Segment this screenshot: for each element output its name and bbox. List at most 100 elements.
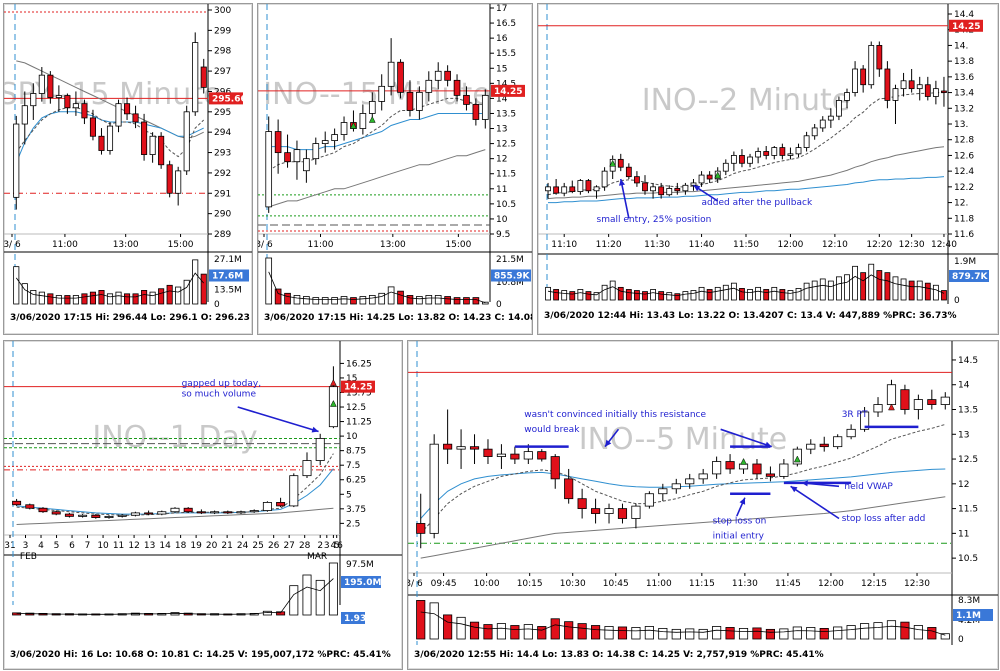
volume-axis-label: 0: [214, 300, 220, 310]
moving-average-line: [268, 113, 486, 151]
annotation-text: wasn't convinced initially this resistan…: [524, 410, 706, 420]
volume-bar: [192, 259, 199, 305]
volume-bar: [550, 618, 560, 640]
spy-15min-chart-panel[interactable]: SPY--15 Minute30029929829729629529429329…: [3, 3, 253, 335]
volume-bar: [81, 293, 88, 305]
y-tick-label: 12.6: [954, 151, 974, 161]
x-tick-label: 5: [54, 541, 60, 551]
volume-bar: [690, 290, 697, 301]
chart-watermark-title: INO--1 Day: [92, 420, 257, 455]
candle-body: [577, 180, 584, 192]
volume-bar: [650, 289, 656, 301]
volume-bar: [873, 622, 883, 640]
volume-axis-label: 27.1M: [214, 255, 242, 265]
candle-body: [429, 443, 439, 534]
candle-body: [860, 68, 867, 86]
volume-bar: [124, 293, 131, 305]
annotation-text: 3R PT: [842, 410, 868, 420]
volume-bar: [141, 290, 148, 305]
volume-bar: [601, 284, 608, 301]
candle-body: [510, 453, 520, 460]
candle-body: [303, 158, 310, 172]
volume-bar: [98, 290, 105, 305]
candle-body: [149, 135, 156, 155]
volume-bar: [545, 286, 551, 301]
volume-bar: [666, 292, 673, 301]
volume-bar: [434, 295, 442, 305]
price-tag: 14.25: [494, 87, 522, 97]
y-tick-label: 13.8: [954, 57, 974, 67]
volume-bar: [725, 627, 735, 640]
y-tick-label: 6.25: [346, 476, 366, 486]
moving-average-line: [420, 496, 946, 559]
ino-5min-chart: INO--5 Minute14.51413.51312.51211.51110.…: [408, 341, 998, 660]
candle-body: [51, 511, 61, 515]
candle-body: [64, 513, 74, 517]
y-tick-label: 14.: [954, 41, 968, 51]
y-tick-label: 10: [496, 215, 508, 225]
entry-marker: [329, 379, 337, 386]
y-tick-label: 13.2: [954, 104, 974, 114]
ino-2min-chart-panel[interactable]: INO--2 Minute14.414.214.13.813.613.413.2…: [537, 3, 999, 335]
volume-tag-box: [491, 269, 531, 282]
price-tag-box: [209, 92, 243, 105]
ino-5min-chart-panel[interactable]: INO--5 Minute 14.5 14 13.5 13 12.5 12 11.5 11 10.…: [407, 340, 999, 670]
candle-body: [265, 131, 273, 208]
candle-body: [302, 460, 312, 477]
candle-body: [827, 115, 834, 121]
candle-body: [604, 508, 614, 514]
y-tick-label: 2.5: [346, 519, 360, 529]
candle-body: [941, 90, 947, 93]
annotation-arrow-head: [605, 439, 612, 447]
ino-1day-chart-panel[interactable]: INO--1 Day 16.25 15 13.75 12.5 11.25 10 8.75 7.5…: [3, 340, 403, 670]
x-tick-label: 6: [69, 541, 75, 551]
x-tick-label: 2: [317, 541, 323, 551]
ino-15min-chart-panel[interactable]: INO--15 Minute 17 16.5 16 15.5 15 14.5 14 13.5 13…: [257, 3, 533, 335]
candle-body: [38, 507, 48, 513]
candle-body: [210, 511, 220, 514]
candle-body: [634, 176, 640, 184]
candle-body: [553, 186, 560, 194]
chart-watermark-title: INO--15 Minute: [263, 77, 491, 112]
volume-bar: [47, 293, 54, 305]
candle-body: [698, 174, 705, 184]
volume-bar: [561, 290, 568, 301]
annotation-arrow-head: [311, 426, 319, 433]
volume-bar: [416, 600, 426, 640]
candle-body: [577, 498, 587, 509]
y-tick-label: 290: [214, 210, 231, 220]
volume-bar: [722, 284, 729, 301]
ino-15min-chart: INO--15 Minute 17 16.5 16 15.5 15 14.5 14 13.5 13…: [258, 4, 532, 323]
volume-tag: 879.7K: [952, 272, 988, 282]
volume-bar: [38, 291, 45, 305]
candle-body: [249, 510, 259, 513]
volume-bar: [932, 284, 939, 301]
x-tick-label: 5: [334, 541, 340, 551]
candle-body: [481, 94, 489, 120]
volume-bar: [416, 296, 423, 305]
candle-body: [561, 186, 568, 194]
volume-bar: [321, 297, 329, 305]
volume-bar: [115, 291, 122, 305]
candle-body: [706, 174, 713, 180]
entry-marker: [740, 457, 747, 465]
volume-bar: [779, 628, 789, 640]
y-tick-label: 13.75: [346, 388, 372, 398]
volume-bar: [846, 625, 856, 640]
volume-bar: [315, 579, 325, 616]
candle-body: [625, 166, 632, 178]
candle-body: [765, 473, 775, 477]
x-tick-label: 3: [23, 541, 29, 551]
candle-body: [752, 463, 762, 475]
x-tick-label: 20: [206, 541, 218, 551]
x-tick-label: 12:20: [866, 240, 892, 250]
y-tick-label: 292: [214, 169, 231, 179]
candle-body: [900, 389, 910, 410]
volume-bar: [331, 297, 338, 305]
y-tick-label: 294: [214, 128, 231, 138]
candle-body: [196, 511, 206, 514]
x-tick-label: 18: [175, 541, 187, 551]
candle-body: [523, 451, 533, 460]
candle-body: [779, 463, 789, 477]
candle-body: [658, 488, 668, 495]
